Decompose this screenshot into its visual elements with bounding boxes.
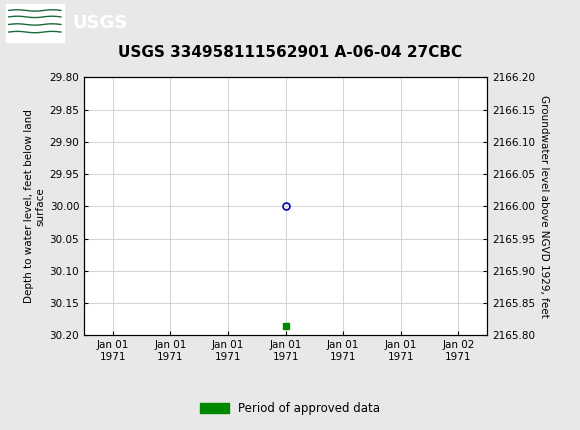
Y-axis label: Groundwater level above NGVD 1929, feet: Groundwater level above NGVD 1929, feet <box>539 95 549 318</box>
Legend: Period of approved data: Period of approved data <box>195 397 385 420</box>
Text: USGS: USGS <box>72 14 128 31</box>
Text: USGS 334958111562901 A-06-04 27CBC: USGS 334958111562901 A-06-04 27CBC <box>118 45 462 60</box>
Bar <box>6 3 64 42</box>
Y-axis label: Depth to water level, feet below land
surface: Depth to water level, feet below land su… <box>24 110 45 303</box>
